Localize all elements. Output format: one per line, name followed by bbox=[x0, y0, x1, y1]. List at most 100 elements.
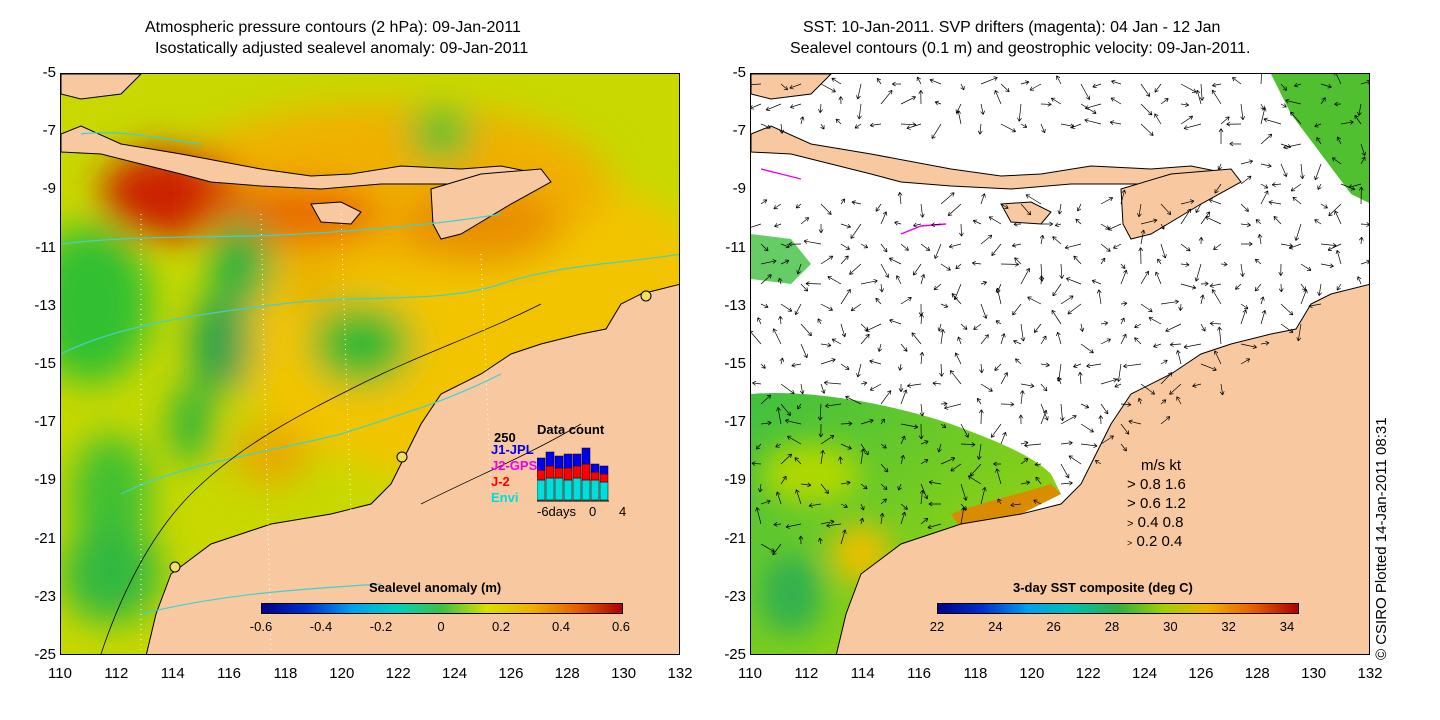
velocity-arrow bbox=[840, 223, 851, 229]
velocity-legend-row-0: > 0.8 1.6 bbox=[1127, 476, 1186, 493]
velocity-arrow bbox=[1320, 83, 1332, 89]
velocity-arrow bbox=[788, 241, 802, 247]
velocity-arrow bbox=[1107, 223, 1122, 231]
velocity-arrow bbox=[1100, 377, 1118, 385]
y-tick-label: -15 bbox=[34, 355, 56, 372]
velocity-arrow bbox=[880, 390, 892, 405]
velocity-arrow bbox=[1140, 218, 1158, 225]
velocity-arrow bbox=[1000, 372, 1008, 385]
velocity-arrow bbox=[1076, 203, 1082, 212]
velocity-arrow bbox=[976, 397, 982, 405]
velocity-arrow bbox=[1111, 79, 1122, 85]
velocity-arrow bbox=[1019, 390, 1025, 405]
velocity-arrow bbox=[879, 512, 885, 525]
sst-map: m/s kt > 0.8 1.6 > 0.6 1.2 > 0.4 0.8 > 0… bbox=[750, 73, 1370, 655]
y-tick-label: -23 bbox=[34, 587, 56, 605]
velocity-arrow bbox=[838, 96, 844, 105]
velocity-arrow bbox=[1200, 211, 1211, 225]
velocity-arrow bbox=[779, 357, 785, 365]
velocity-arrow bbox=[840, 243, 850, 250]
velocity-arrow bbox=[980, 303, 988, 319]
velocity-arrow bbox=[860, 333, 870, 345]
velocity-arrow bbox=[820, 449, 825, 465]
velocity-arrow bbox=[1000, 333, 1006, 345]
velocity-arrow bbox=[1316, 137, 1322, 145]
velocity-arrow bbox=[756, 443, 762, 450]
velocity-arrow bbox=[827, 275, 842, 285]
velocity-arrow bbox=[1180, 208, 1192, 225]
velocity-arrow bbox=[1320, 203, 1328, 209]
velocity-arrow bbox=[929, 78, 942, 85]
velocity-arrow bbox=[1219, 383, 1225, 396]
velocity-arrow bbox=[1060, 415, 1077, 425]
velocity-arrow bbox=[800, 343, 808, 359]
velocity-arrow bbox=[850, 303, 862, 312]
velocity-arrow bbox=[1229, 141, 1242, 147]
velocity-arrow bbox=[897, 483, 902, 491]
velocity-arrow bbox=[1198, 237, 1204, 245]
velocity-arrow bbox=[1218, 128, 1224, 145]
velocity-arrow bbox=[1010, 502, 1022, 508]
x-tick-label: 112 bbox=[104, 665, 129, 682]
velocity-arrow bbox=[835, 118, 842, 125]
y-tick-label: -15 bbox=[724, 355, 746, 372]
velocity-arrow bbox=[1098, 415, 1104, 425]
velocity-arrow bbox=[920, 483, 929, 500]
velocity-arrow bbox=[1029, 83, 1042, 91]
velocity-arrow bbox=[1263, 117, 1282, 125]
velocity-arrow bbox=[851, 200, 862, 205]
velocity-arrow bbox=[1357, 103, 1362, 116]
velocity-arrow bbox=[831, 77, 842, 85]
velocity-arrow bbox=[900, 435, 906, 445]
velocity-arrow bbox=[805, 281, 822, 286]
velocity-arrow bbox=[794, 303, 802, 316]
colorbar-tick-label: 24 bbox=[988, 619, 1003, 634]
velocity-arrow bbox=[1260, 340, 1270, 346]
velocity-arrow bbox=[1240, 309, 1248, 325]
velocity-arrow bbox=[937, 323, 943, 332]
velocity-arrow bbox=[949, 370, 962, 385]
x-tick-label: 118 bbox=[273, 665, 298, 682]
velocity-arrow bbox=[856, 363, 862, 378]
velocity-arrow bbox=[1120, 423, 1130, 435]
velocity-arrow bbox=[1235, 283, 1242, 290]
velocity-arrow bbox=[1068, 455, 1082, 465]
x-tick-label: 114 bbox=[160, 665, 185, 682]
velocity-arrow bbox=[1040, 409, 1048, 425]
data-count-title: Data count bbox=[537, 422, 605, 437]
velocity-arrow bbox=[977, 123, 983, 135]
velocity-arrow bbox=[1335, 249, 1342, 265]
velocity-arrow bbox=[1160, 372, 1173, 385]
velocity-arrow bbox=[919, 403, 925, 417]
x-tick-label: 126 bbox=[498, 665, 524, 682]
x-tick-label: 122 bbox=[1075, 665, 1101, 682]
velocity-arrow bbox=[1140, 229, 1146, 245]
velocity-arrow bbox=[860, 483, 868, 490]
velocity-arrow bbox=[978, 409, 984, 425]
velocity-arrow bbox=[1271, 182, 1282, 187]
velocity-arrow bbox=[1336, 136, 1342, 145]
velocity-arrow bbox=[1240, 203, 1249, 212]
velocity-arrow bbox=[1039, 263, 1045, 282]
velocity-arrow bbox=[1300, 263, 1312, 271]
velocity-arrow bbox=[1240, 263, 1245, 277]
velocity-arrow bbox=[900, 503, 908, 510]
velocity-arrow bbox=[840, 255, 849, 265]
velocity-arrow bbox=[995, 287, 1002, 305]
velocity-arrow bbox=[894, 220, 902, 226]
velocity-arrow bbox=[956, 110, 962, 125]
velocity-arrow bbox=[757, 483, 763, 493]
velocity-arrow bbox=[972, 219, 982, 225]
y-tick-label: -19 bbox=[724, 471, 746, 489]
y-tick-label: -11 bbox=[35, 238, 56, 256]
velocity-arrow bbox=[993, 461, 1002, 467]
velocity-arrow bbox=[880, 463, 889, 473]
velocity-arrow bbox=[1114, 383, 1122, 388]
velocity-arrow bbox=[1320, 242, 1337, 248]
velocity-arrow bbox=[1000, 261, 1019, 267]
velocity-arrow bbox=[880, 443, 887, 449]
velocity-arrow bbox=[755, 507, 762, 525]
x-tick-label: 124 bbox=[1132, 665, 1158, 682]
velocity-arrow bbox=[997, 498, 1002, 505]
velocity-arrow bbox=[1260, 296, 1265, 305]
